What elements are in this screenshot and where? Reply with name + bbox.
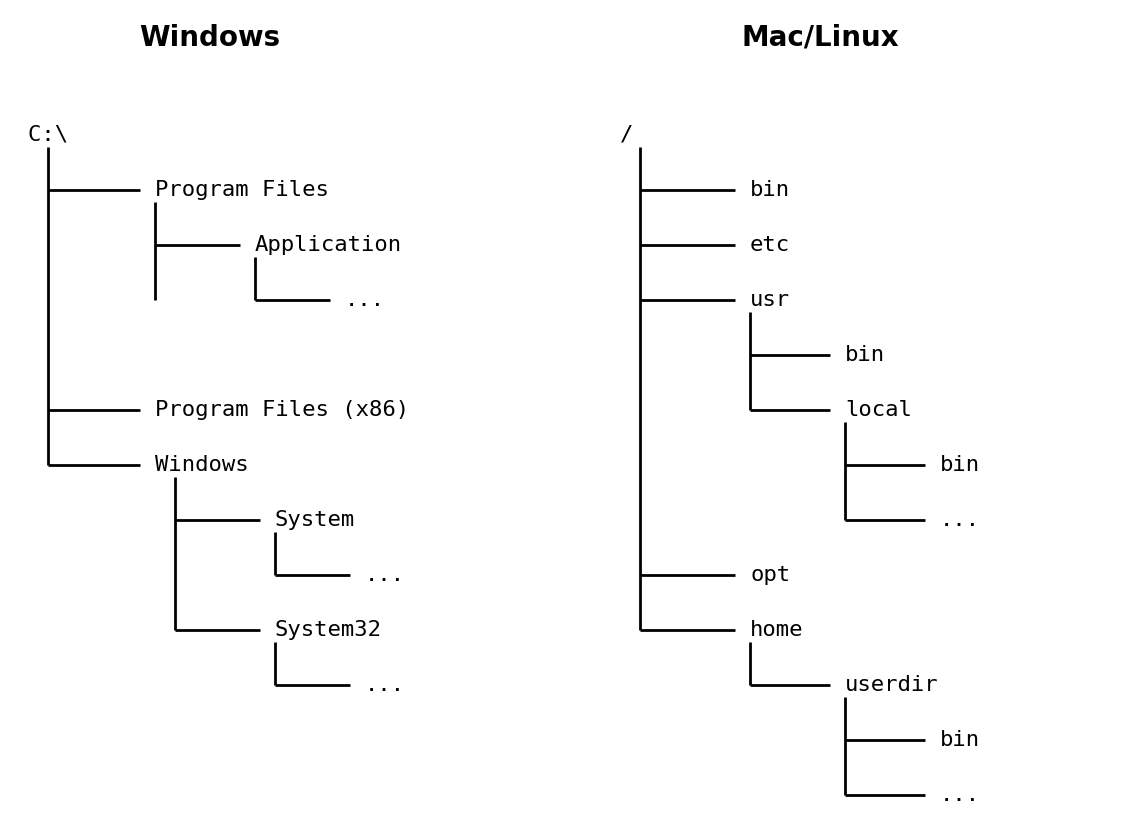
Text: Mac/Linux: Mac/Linux <box>742 24 899 52</box>
Text: ...: ... <box>940 510 980 530</box>
Text: ...: ... <box>365 565 405 585</box>
Text: Program Files: Program Files <box>155 180 329 200</box>
Text: ...: ... <box>345 290 386 310</box>
Text: ...: ... <box>365 675 405 695</box>
Text: home: home <box>750 620 804 640</box>
Text: opt: opt <box>750 565 790 585</box>
Text: bin: bin <box>750 180 790 200</box>
Text: ...: ... <box>940 785 980 805</box>
Text: bin: bin <box>940 730 980 750</box>
Text: Windows: Windows <box>139 24 280 52</box>
Text: System: System <box>276 510 355 530</box>
Text: bin: bin <box>845 345 886 365</box>
Text: C:\: C:\ <box>28 125 82 145</box>
Text: usr: usr <box>750 290 790 310</box>
Text: userdir: userdir <box>845 675 939 695</box>
Text: etc: etc <box>750 235 790 255</box>
Text: System32: System32 <box>276 620 382 640</box>
Text: Windows: Windows <box>155 455 248 475</box>
Text: /: / <box>620 125 634 145</box>
Text: Program Files (x86): Program Files (x86) <box>155 400 409 420</box>
Text: bin: bin <box>940 455 980 475</box>
Text: local: local <box>845 400 912 420</box>
Text: Application: Application <box>255 235 403 255</box>
